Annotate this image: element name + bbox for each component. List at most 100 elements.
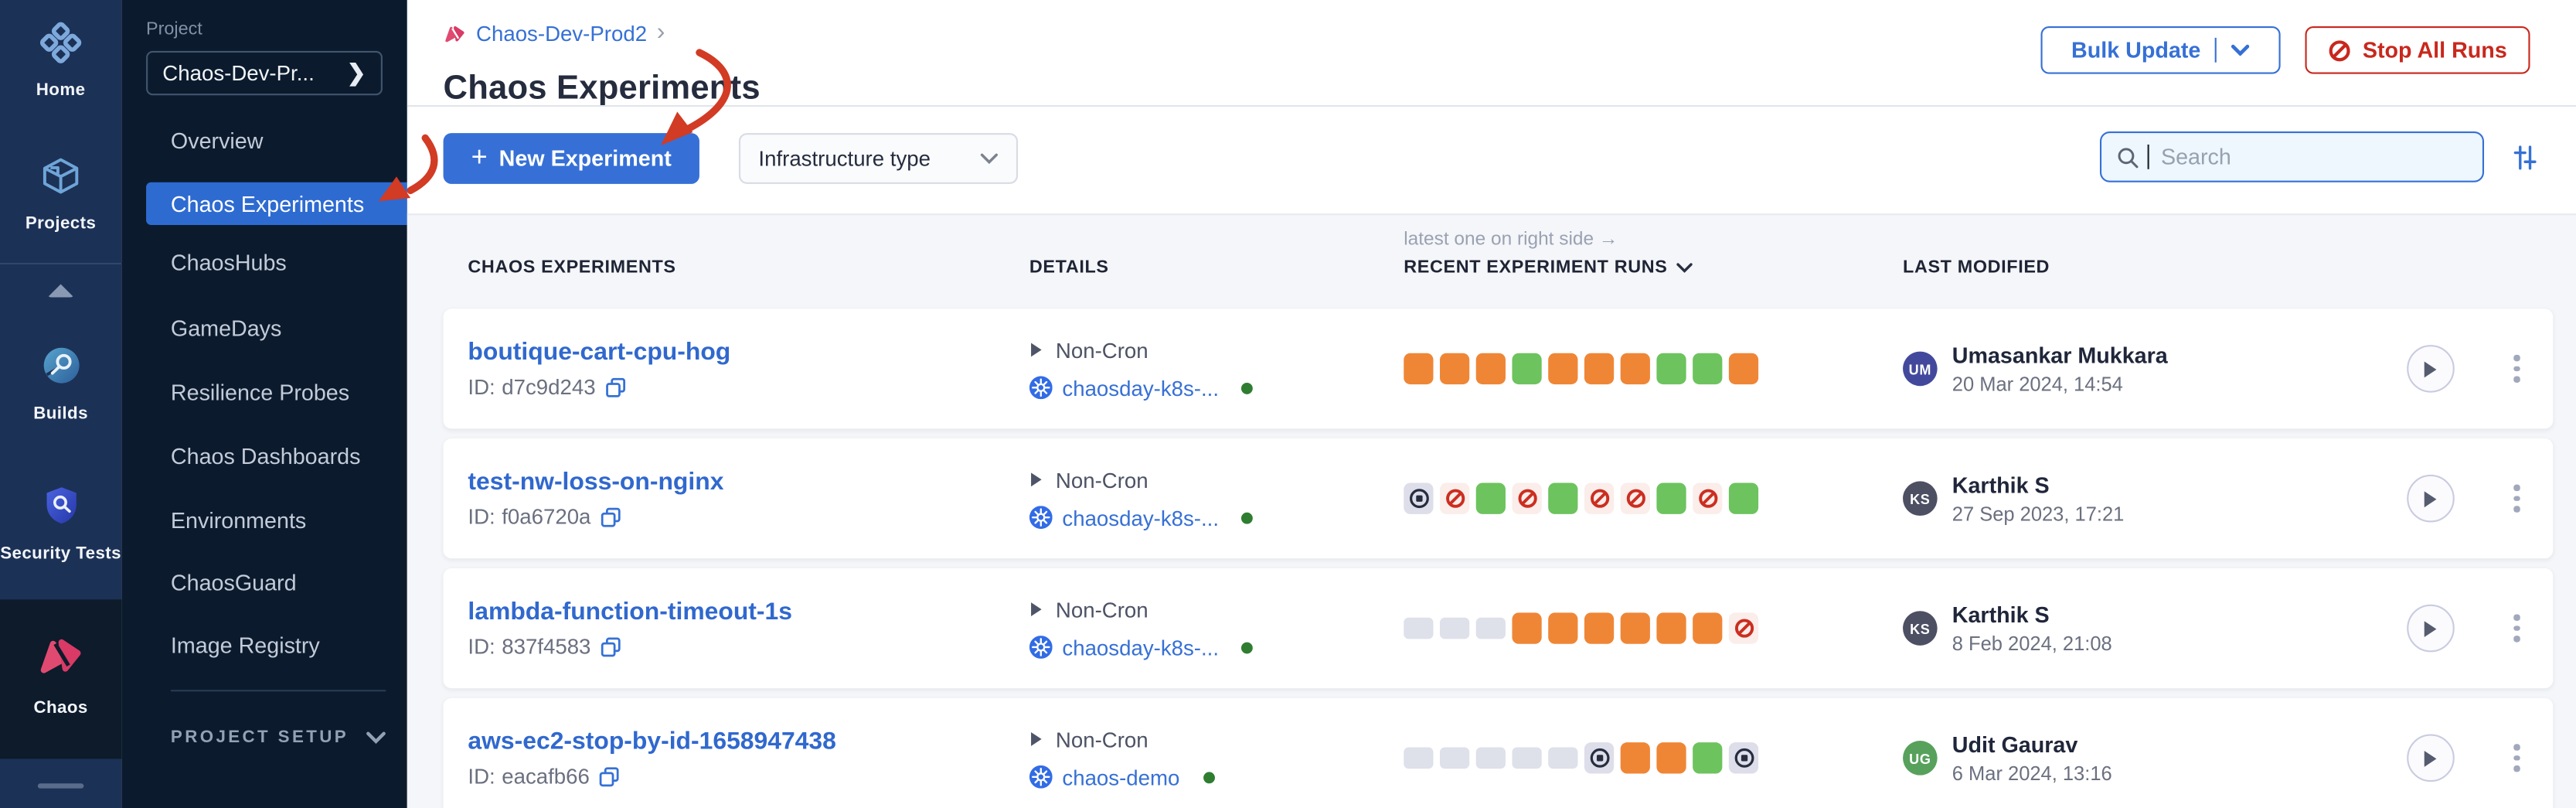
table-row[interactable]: boutique-cart-cpu-hog ID: d7c9d243 Non-Cr…: [443, 309, 2554, 429]
run-tile-empty[interactable]: [1512, 747, 1542, 769]
menu-item-resilience-probes[interactable]: Resilience Probes: [170, 380, 350, 405]
run-tile-success[interactable]: [1475, 482, 1506, 514]
experiment-id-label: ID:: [468, 763, 495, 789]
rail-item-chaos[interactable]: Chaos: [0, 632, 121, 718]
button-split-divider: [2215, 37, 2217, 63]
table-row[interactable]: lambda-function-timeout-1s ID: 837f4583 N…: [443, 568, 2554, 689]
project-setup-toggle[interactable]: PROJECT SETUP: [171, 728, 386, 748]
copy-icon[interactable]: [601, 506, 621, 527]
experiment-name-link[interactable]: boutique-cart-cpu-hog: [468, 338, 731, 366]
run-tile-warning[interactable]: [1620, 353, 1650, 385]
chevron-down-icon[interactable]: [2231, 44, 2251, 56]
menu-item-image-registry[interactable]: Image Registry: [170, 632, 320, 658]
menu-item-chaoshubs[interactable]: ChaosHubs: [170, 250, 287, 275]
run-tile-empty[interactable]: [1475, 747, 1506, 769]
menu-item-chaos-experiments[interactable]: Chaos Experiments: [146, 182, 407, 226]
recent-runs: [1404, 742, 1903, 774]
project-selector[interactable]: Chaos-Dev-Pr... ❯: [146, 50, 383, 96]
collapse-caret-icon[interactable]: [47, 284, 74, 298]
run-tile-warning[interactable]: [1584, 612, 1615, 644]
menu-item-overview[interactable]: Overview: [170, 128, 264, 154]
run-experiment-button[interactable]: [2406, 345, 2454, 393]
run-tile-failed[interactable]: [1693, 482, 1723, 514]
run-experiment-button[interactable]: [2406, 604, 2454, 653]
run-tile-warning[interactable]: [1728, 353, 1759, 385]
page-title: Chaos Experiments: [443, 68, 761, 107]
run-tile-warning[interactable]: [1693, 612, 1723, 644]
rail-resize-handle[interactable]: [37, 783, 84, 789]
column-recent-runs[interactable]: RECENT EXPERIMENT RUNS: [1404, 258, 1692, 278]
rail-label-chaos: Chaos: [33, 697, 88, 718]
run-tile-failed[interactable]: [1584, 482, 1615, 514]
row-menu-button[interactable]: [2500, 744, 2533, 772]
new-experiment-button[interactable]: + New Experiment: [443, 133, 699, 184]
run-tile-warning[interactable]: [1584, 353, 1615, 385]
projects-icon: [39, 155, 82, 206]
builds-icon: [39, 343, 83, 396]
menu-item-gamedays[interactable]: GameDays: [170, 315, 282, 341]
run-tile-warning[interactable]: [1404, 353, 1434, 385]
filter-icon[interactable]: [2509, 143, 2541, 172]
run-experiment-button[interactable]: [2406, 734, 2454, 782]
menu-item-chaosguard[interactable]: ChaosGuard: [170, 571, 297, 596]
rail-item-projects[interactable]: Projects: [0, 155, 121, 234]
run-tile-warning[interactable]: [1512, 612, 1542, 644]
run-tile-success[interactable]: [1512, 353, 1542, 385]
bulk-update-button[interactable]: Bulk Update: [2040, 26, 2281, 74]
copy-icon[interactable]: [601, 636, 621, 656]
rail-item-security-tests[interactable]: Security Tests: [0, 483, 121, 564]
row-menu-button[interactable]: [2500, 614, 2533, 643]
run-tile-warning[interactable]: [1548, 353, 1578, 385]
run-tile-empty[interactable]: [1404, 617, 1434, 639]
infrastructure-type-select[interactable]: Infrastructure type: [738, 133, 1019, 184]
run-tile-success[interactable]: [1656, 353, 1686, 385]
run-tile-warning[interactable]: [1620, 612, 1650, 644]
table-row[interactable]: aws-ec2-stop-by-id-1658947438 ID: eacafb6…: [443, 697, 2554, 808]
run-tile-failed[interactable]: [1728, 612, 1759, 644]
run-tile-empty[interactable]: [1439, 617, 1470, 639]
stop-all-runs-button[interactable]: Stop All Runs: [2305, 26, 2530, 74]
menu-item-environments[interactable]: Environments: [170, 508, 307, 534]
run-tile-warning[interactable]: [1475, 353, 1506, 385]
run-tile-failed[interactable]: [1439, 482, 1470, 514]
infrastructure-link[interactable]: chaosday-k8s-...: [1062, 635, 1220, 660]
row-menu-button[interactable]: [2500, 485, 2533, 513]
copy-icon[interactable]: [599, 766, 619, 786]
run-tile-failed[interactable]: [1620, 482, 1650, 514]
run-tile-warning[interactable]: [1656, 612, 1686, 644]
run-tile-warning[interactable]: [1439, 353, 1470, 385]
table-row[interactable]: test-nw-loss-on-nginx ID: f0a6720a Non-Cr…: [443, 438, 2554, 559]
run-tile-stopped[interactable]: [1728, 742, 1759, 774]
search-input[interactable]: [2157, 142, 2437, 171]
run-tile-stopped[interactable]: [1584, 742, 1615, 774]
column-details: DETAILS: [1029, 257, 1109, 278]
run-tile-stopped[interactable]: [1404, 482, 1434, 514]
experiment-name-link[interactable]: test-nw-loss-on-nginx: [468, 468, 724, 496]
run-tile-empty[interactable]: [1404, 747, 1434, 769]
run-experiment-button[interactable]: [2406, 474, 2454, 523]
menu-item-chaos-dashboards[interactable]: Chaos Dashboards: [170, 444, 361, 469]
experiment-name-link[interactable]: aws-ec2-stop-by-id-1658947438: [468, 728, 836, 756]
run-tile-warning[interactable]: [1656, 742, 1686, 774]
breadcrumb-project-link[interactable]: Chaos-Dev-Prod2: [476, 21, 648, 46]
run-tile-success[interactable]: [1693, 742, 1723, 774]
infrastructure-link[interactable]: chaosday-k8s-...: [1062, 375, 1220, 401]
run-tile-success[interactable]: [1728, 482, 1759, 514]
run-tile-empty[interactable]: [1475, 617, 1506, 639]
run-tile-success[interactable]: [1693, 353, 1723, 385]
rail-item-builds[interactable]: Builds: [0, 343, 121, 424]
run-tile-success[interactable]: [1656, 482, 1686, 514]
run-tile-empty[interactable]: [1439, 747, 1470, 769]
run-tile-failed[interactable]: [1512, 482, 1542, 514]
copy-icon[interactable]: [605, 377, 625, 397]
run-tile-success[interactable]: [1548, 482, 1578, 514]
run-tile-warning[interactable]: [1548, 612, 1578, 644]
run-tile-empty[interactable]: [1548, 747, 1578, 769]
infrastructure-link[interactable]: chaos-demo: [1062, 764, 1180, 789]
run-tile-warning[interactable]: [1620, 742, 1650, 774]
rail-item-home[interactable]: Home: [0, 22, 121, 101]
row-menu-button[interactable]: [2500, 355, 2533, 383]
experiment-name-link[interactable]: lambda-function-timeout-1s: [468, 598, 792, 626]
infrastructure-link[interactable]: chaosday-k8s-...: [1062, 505, 1220, 530]
